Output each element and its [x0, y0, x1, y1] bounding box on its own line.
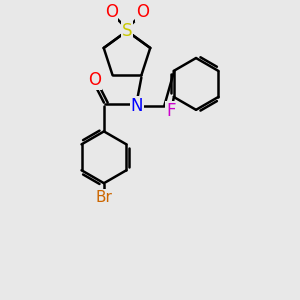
- Text: O: O: [105, 3, 118, 21]
- Text: O: O: [136, 3, 149, 21]
- Text: F: F: [166, 102, 175, 120]
- Text: S: S: [122, 22, 132, 40]
- Text: O: O: [88, 71, 101, 89]
- Text: Br: Br: [95, 190, 112, 205]
- Text: N: N: [131, 97, 143, 115]
